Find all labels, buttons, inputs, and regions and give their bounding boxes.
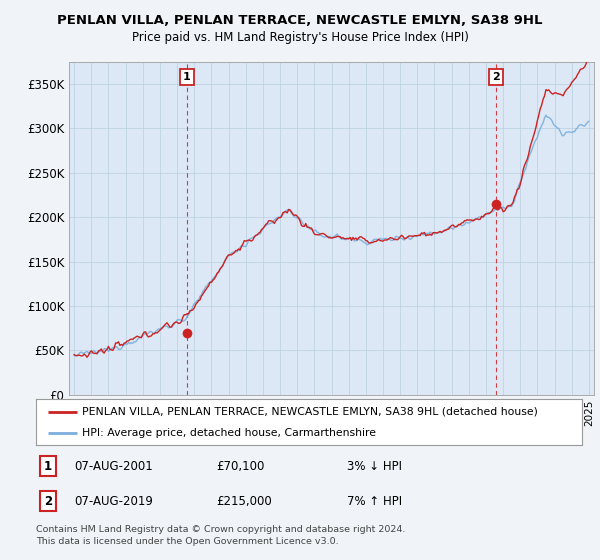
Text: 1: 1	[44, 460, 52, 473]
Text: 07-AUG-2001: 07-AUG-2001	[74, 460, 153, 473]
Text: 1: 1	[183, 72, 191, 82]
Text: HPI: Average price, detached house, Carmarthenshire: HPI: Average price, detached house, Carm…	[82, 428, 376, 438]
Text: Contains HM Land Registry data © Crown copyright and database right 2024.
This d: Contains HM Land Registry data © Crown c…	[36, 525, 406, 546]
Text: 2: 2	[44, 494, 52, 508]
Text: PENLAN VILLA, PENLAN TERRACE, NEWCASTLE EMLYN, SA38 9HL (detached house): PENLAN VILLA, PENLAN TERRACE, NEWCASTLE …	[82, 407, 538, 417]
Text: £215,000: £215,000	[216, 494, 272, 508]
Text: 3% ↓ HPI: 3% ↓ HPI	[347, 460, 402, 473]
Text: 7% ↑ HPI: 7% ↑ HPI	[347, 494, 403, 508]
Text: 2: 2	[492, 72, 500, 82]
Text: PENLAN VILLA, PENLAN TERRACE, NEWCASTLE EMLYN, SA38 9HL: PENLAN VILLA, PENLAN TERRACE, NEWCASTLE …	[57, 14, 543, 27]
Text: Price paid vs. HM Land Registry's House Price Index (HPI): Price paid vs. HM Land Registry's House …	[131, 31, 469, 44]
Text: £70,100: £70,100	[216, 460, 265, 473]
Text: 07-AUG-2019: 07-AUG-2019	[74, 494, 153, 508]
